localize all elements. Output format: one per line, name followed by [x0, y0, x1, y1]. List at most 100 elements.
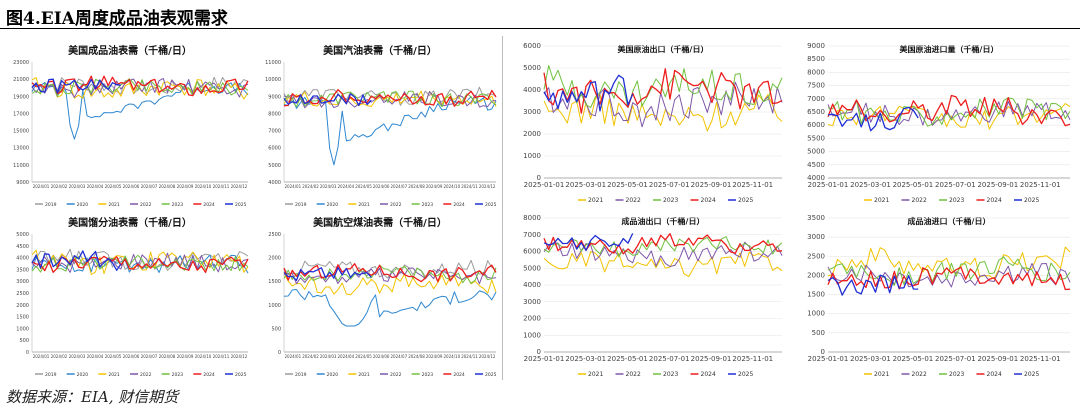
p5-xtick-label: 2024/07: [141, 354, 158, 359]
p6-legend-label: 2025: [485, 372, 497, 378]
p5-legend-label: 2025: [235, 372, 247, 378]
p5-ytick-label: 4500: [16, 244, 29, 250]
p7-xtick-label: 2025-01-01: [524, 355, 565, 363]
p6-legend-label: 2024: [453, 372, 465, 378]
chart-product-import: 成品油进口（千桶/日） 0 500 1000 1500 2000 2500 3000 3500 2…: [792, 210, 1076, 384]
p4-series-2024: [827, 94, 1071, 127]
p3-ytick-label: 1000: [523, 152, 541, 160]
p5-ytick-label: 1000: [16, 326, 29, 332]
p1-ytick-label: 17000: [13, 111, 29, 117]
p5-svg: 美国馏分油表需（千桶/日） 0 500 1000 1500 2000 2500 3000 350…: [16, 216, 249, 378]
p3-series-2025: [543, 74, 634, 112]
p5-xtick-label: 2024/02: [51, 354, 68, 359]
p5-xtick-label: 2024/06: [123, 354, 140, 359]
p5-ytick-label: 0: [26, 350, 29, 356]
p8-xtick-label: 2025-03-01: [850, 355, 891, 363]
p2-series-2025: [283, 93, 372, 107]
p5-xtick-label: 2024/04: [87, 354, 104, 359]
p6-xtick-label: 2024/02: [302, 354, 319, 359]
p2-xtick-label: 2024/07: [391, 184, 408, 189]
p7-series-2025: [543, 233, 634, 251]
p1-series-2025: [31, 78, 121, 94]
title-rule: [0, 28, 1080, 29]
p4-xtick-label: 2025-03-01: [850, 181, 891, 189]
p2-ytick-label: 8000: [268, 111, 281, 117]
p6-xtick-label: 2024/11: [461, 354, 478, 359]
p4-xtick-label: 2025-11-01: [1020, 181, 1061, 189]
p4-ytick-label: 7000: [807, 95, 825, 103]
p7-ytick-label: 5000: [523, 264, 541, 272]
chart-distillate: 美国馏分油表需（千桶/日） 0 500 1000 1500 2000 2500 3000 350…: [6, 212, 254, 382]
figure-title: 图4.EIA周度成品油表观需求: [6, 9, 228, 29]
p7-legend-label: 2022: [626, 371, 641, 378]
p7-series-2021: [543, 251, 783, 278]
p3-ytick-label: 6000: [523, 42, 541, 50]
p3-xtick-label: 2025-11-01: [732, 181, 773, 189]
chart-crude-export: 美国原油出口（千桶/日） 0 1000 2000 3000 4000 5000 6000 202…: [508, 38, 788, 210]
p6-ytick-label: 0: [278, 350, 281, 356]
p5-xtick-label: 2024/12: [231, 354, 248, 359]
p2-ytick-label: 9000: [268, 94, 281, 100]
p6-legend-label: 2019: [295, 372, 307, 378]
p6-legend-label: 2022: [390, 372, 402, 378]
p1-legend-label: 2024: [203, 202, 215, 208]
source-note: 数据来源：EIA, 财信期货: [6, 388, 179, 406]
p1-legend-label: 2020: [77, 202, 89, 208]
p7-title: 成品油出口（千桶/日）: [622, 216, 705, 226]
p8-ytick-label: 0: [821, 348, 825, 356]
p6-xtick-label: 2024/06: [373, 354, 390, 359]
p8-xtick-label: 2025-09-01: [977, 355, 1018, 363]
p6-xtick-label: 2024/04: [338, 354, 355, 359]
p7-series-2023: [543, 236, 783, 258]
p2-legend-label: 2022: [390, 202, 402, 208]
p5-legend-label: 2019: [45, 372, 57, 378]
p5-ytick-label: 500: [19, 338, 29, 344]
p6-ytick-label: 2500: [268, 232, 281, 238]
chart-jetfuel: 美国航空煤油表需（千桶/日） 0 500 1000 1500 2000 2500 2024/0…: [258, 212, 502, 382]
p7-ytick-label: 1000: [523, 331, 541, 339]
p4-legend-label: 2022: [912, 197, 927, 204]
p6-svg: 美国航空煤油表需（千桶/日） 0 500 1000 1500 2000 2500 2024/0…: [268, 216, 497, 378]
p7-ytick-label: 4000: [523, 281, 541, 289]
p6-title: 美国航空煤油表需（千桶/日）: [313, 216, 447, 229]
p6-xtick-label: 2024/01: [285, 354, 302, 359]
p4-legend-label: 2025: [1024, 197, 1039, 204]
p1-xtick-label: 2024/05: [105, 184, 122, 189]
p7-xtick-label: 2025-05-01: [607, 355, 648, 363]
p2-xtick-label: 2024/10: [444, 184, 461, 189]
p7-svg: 成品油出口（千桶/日） 0 1000 2000 3000 4000 5000 6000 7000…: [523, 214, 783, 378]
p8-ytick-label: 1000: [807, 310, 825, 318]
p6-xtick-label: 2024/08: [408, 354, 425, 359]
p5-xtick-label: 2024/08: [159, 354, 176, 359]
p6-xtick-label: 2024/03: [320, 354, 337, 359]
p6-xtick-label: 2024/09: [426, 354, 443, 359]
p6-ytick-label: 500: [271, 326, 281, 332]
p8-svg: 成品油进口（千桶/日） 0 500 1000 1500 2000 2500 3000 3500 2…: [807, 214, 1071, 378]
p2-xtick-label: 2024/08: [408, 184, 425, 189]
p2-series-2022: [283, 91, 497, 109]
p2-xtick-label: 2024/05: [355, 184, 372, 189]
p1-series-2021: [31, 77, 249, 100]
p6-series-2021: [283, 272, 497, 296]
p5-legend-label: 2023: [172, 372, 184, 378]
p5-series-2023: [31, 254, 249, 273]
p8-xtick-label: 2025-11-01: [1020, 355, 1061, 363]
p2-ytick-label: 11000: [265, 60, 281, 66]
p8-xtick-label: 2025-07-01: [935, 355, 976, 363]
p2-xtick-label: 2024/06: [373, 184, 390, 189]
p7-ytick-label: 0: [537, 348, 541, 356]
p8-legend-label: 2025: [1024, 371, 1039, 378]
p8-title: 成品油进口（千桶/日）: [908, 216, 991, 226]
p5-ytick-label: 2000: [16, 303, 29, 309]
p5-ytick-label: 3500: [16, 267, 29, 273]
p2-svg: 美国汽油表需（千桶/日） 4000 5000 6000 7000 8000 9000 1000…: [265, 44, 497, 208]
p6-series-2024: [283, 263, 497, 283]
p2-series-2023: [283, 90, 497, 108]
p5-legend-label: 2022: [140, 372, 152, 378]
p6-legend-label: 2023: [422, 372, 434, 378]
p7-ytick-label: 6000: [523, 248, 541, 256]
p1-ytick-label: 21000: [13, 77, 29, 83]
p4-ytick-label: 5000: [807, 148, 825, 156]
p7-xtick-label: 2025-09-01: [691, 355, 732, 363]
p3-legend-label: 2025: [738, 197, 753, 204]
